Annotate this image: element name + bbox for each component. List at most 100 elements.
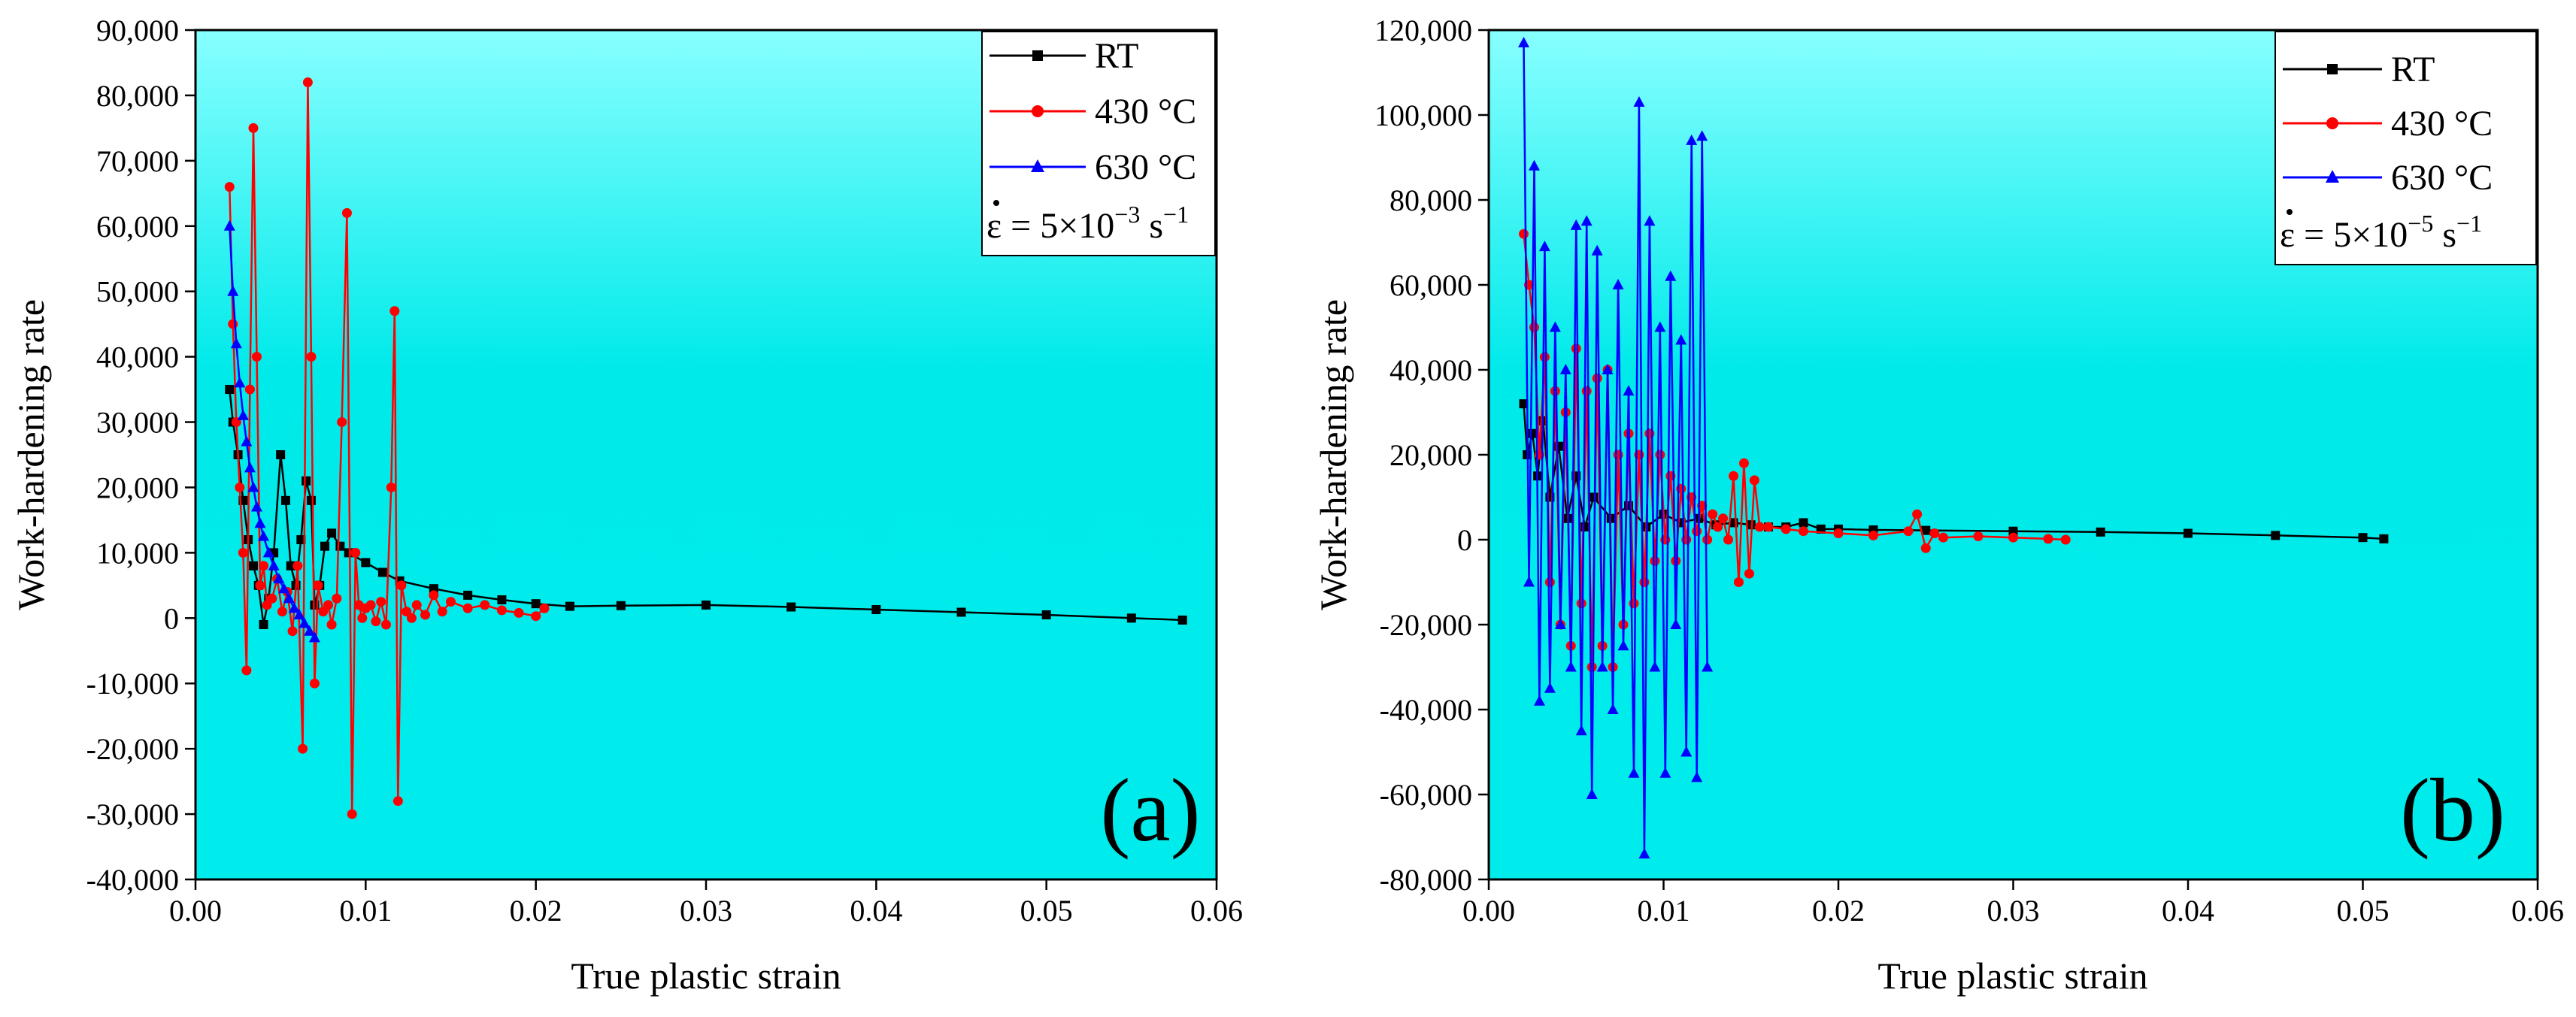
data-point [227, 285, 239, 296]
data-point [234, 377, 246, 388]
legend-item-630-a: 630 °C [989, 147, 1196, 187]
data-point [1920, 543, 1931, 553]
data-point [1126, 613, 1136, 623]
square-marker-icon [2327, 64, 2338, 74]
data-point [1692, 526, 1702, 537]
x-tick-label: 0.03 [1987, 894, 2040, 928]
data-point [259, 620, 268, 629]
data-point [288, 602, 300, 613]
data-point [276, 450, 286, 459]
y-tick-label: 80,000 [96, 79, 179, 113]
data-point [244, 384, 255, 395]
data-point [309, 678, 320, 689]
y-axis-title-b: Work-hardening rate [1312, 299, 1354, 610]
legend-item-430-b: 430 °C [2283, 104, 2493, 144]
data-point [1644, 215, 1656, 226]
panel-label-a: (a) [1100, 760, 1200, 860]
data-point [1659, 767, 1671, 778]
data-point [531, 599, 541, 609]
data-point [1623, 385, 1635, 396]
y-tick-label: 120,000 [1374, 14, 1472, 47]
y-tick-label: -20,000 [86, 732, 179, 766]
data-point [1754, 522, 1765, 532]
data-point [2096, 527, 2105, 537]
data-point [1581, 386, 1592, 396]
x-tick-label: 0.02 [510, 894, 562, 928]
x-tick-label: 0.04 [850, 894, 902, 928]
data-point [392, 796, 403, 807]
x-axis-title-b: True plastic strain [1877, 955, 2147, 997]
strain-rate-label-a: ε = 5×10−3 s−1 [986, 201, 1189, 246]
data-point [278, 583, 290, 594]
y-tick-label: 40,000 [1390, 353, 1472, 387]
data-point [267, 593, 277, 604]
data-point [306, 495, 316, 505]
x-tick-label: 0.00 [1462, 894, 1515, 928]
data-point [255, 580, 265, 591]
data-point [1649, 661, 1661, 672]
series-a-2 [223, 219, 320, 643]
x-tick-label: 0.06 [2511, 894, 2564, 928]
data-point [2184, 528, 2193, 538]
data-point [1912, 509, 1923, 519]
legend-label-430-a: 430 °C [1095, 92, 1196, 132]
data-point [286, 561, 295, 571]
data-point [2379, 534, 2389, 543]
data-point [1549, 321, 1561, 332]
data-point [1628, 767, 1640, 778]
y-tick-label: -10,000 [86, 667, 179, 701]
data-point [702, 600, 711, 610]
data-point [514, 607, 524, 618]
strain-rate-label-b: ε = 5×10−5 s−1 [2280, 210, 2482, 255]
data-point [357, 613, 368, 623]
data-point [1655, 449, 1665, 460]
data-point [871, 605, 881, 615]
data-point [1580, 522, 1590, 532]
legend-label-630-b: 630 °C [2391, 158, 2493, 198]
data-point [1780, 524, 1791, 534]
legend-label-630-a: 630 °C [1095, 147, 1196, 187]
y-tick-label: 0 [1457, 523, 1472, 557]
data-point [323, 600, 334, 610]
data-point [235, 482, 245, 492]
data-point [1587, 662, 1597, 672]
data-point [248, 123, 259, 133]
data-point [1519, 399, 1529, 409]
x-axis-a: 0.00 0.01 0.02 0.03 0.04 0.05 0.06 [169, 879, 1243, 928]
data-point [1921, 525, 1931, 535]
data-point [1591, 244, 1603, 256]
x-axis-title-a: True plastic strain [571, 955, 841, 997]
data-point [1571, 344, 1581, 354]
data-point [1799, 518, 1808, 528]
data-point [396, 580, 407, 591]
legend-label-rt-b: RT [2391, 50, 2435, 89]
data-point [1738, 458, 1749, 468]
data-point [280, 495, 290, 505]
data-point [1544, 682, 1556, 693]
data-point [1929, 528, 1940, 539]
data-point [230, 337, 242, 349]
data-point [406, 613, 417, 623]
y-tick-label: 100,000 [1374, 98, 1472, 132]
data-point [344, 548, 353, 558]
data-point [313, 580, 323, 591]
y-tick-label: 20,000 [96, 471, 179, 504]
data-point [1529, 322, 1539, 332]
data-point [1638, 848, 1650, 859]
data-point [1586, 788, 1598, 799]
data-point [237, 409, 249, 420]
data-point [1665, 270, 1677, 281]
x-tick-label: 0.05 [2337, 894, 2390, 928]
data-point [335, 541, 345, 551]
data-point [1580, 215, 1593, 226]
triangle-marker-icon [1031, 159, 1044, 172]
y-tick-label: 60,000 [96, 210, 179, 244]
data-point [302, 77, 313, 88]
data-point [1565, 661, 1577, 672]
data-point [371, 616, 381, 627]
data-point [565, 601, 574, 611]
data-point [1528, 159, 1540, 171]
data-point [1519, 229, 1529, 239]
data-point [1799, 526, 1808, 537]
